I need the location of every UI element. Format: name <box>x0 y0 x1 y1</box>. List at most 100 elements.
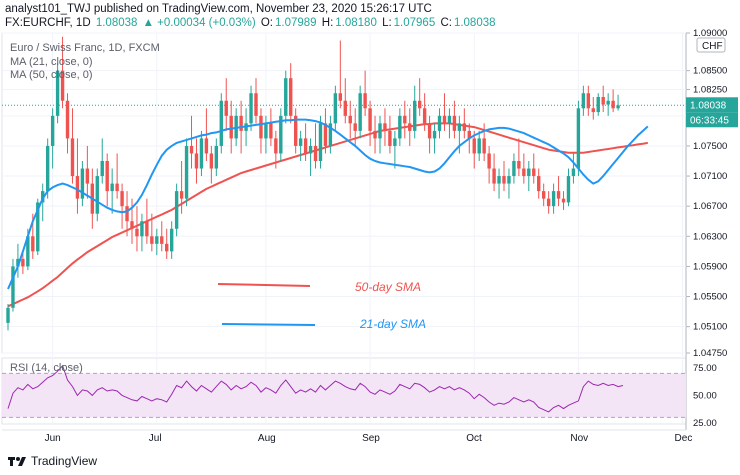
candle-body[interactable] <box>442 115 447 124</box>
candle-body[interactable] <box>274 138 278 154</box>
candle-body[interactable] <box>368 108 372 131</box>
candle-body[interactable] <box>546 198 551 207</box>
candle-body[interactable] <box>298 138 303 146</box>
candle-body[interactable] <box>16 258 20 267</box>
candle-body[interactable] <box>313 145 318 161</box>
candle-body[interactable] <box>432 130 437 139</box>
candle-body[interactable] <box>343 100 347 116</box>
candle-body[interactable] <box>363 93 367 109</box>
candle-body[interactable] <box>532 168 536 177</box>
candle-body[interactable] <box>60 70 65 101</box>
candle-body[interactable] <box>571 168 576 177</box>
candle-body[interactable] <box>259 115 263 139</box>
candle-body[interactable] <box>204 138 209 154</box>
candle-body[interactable] <box>174 191 179 229</box>
candle-body[interactable] <box>611 100 615 109</box>
candles[interactable] <box>6 36 620 331</box>
candle-body[interactable] <box>55 70 60 116</box>
candle-body[interactable] <box>26 236 30 267</box>
candle-body[interactable] <box>224 100 228 116</box>
candle-body[interactable] <box>130 221 134 229</box>
candle-body[interactable] <box>254 93 258 116</box>
candle-body[interactable] <box>522 168 526 177</box>
candle-body[interactable] <box>477 138 481 154</box>
candle-body[interactable] <box>596 97 600 113</box>
rsi-panel[interactable]: 75.00 50.00 25.00 <box>2 363 717 429</box>
candle-body[interactable] <box>269 123 273 139</box>
candle-body[interactable] <box>507 176 511 184</box>
candle-body[interactable] <box>6 307 10 323</box>
candle-body[interactable] <box>537 176 541 192</box>
candle-body[interactable] <box>551 191 556 207</box>
candle-body[interactable] <box>50 115 55 146</box>
candle-body[interactable] <box>403 115 407 124</box>
candle-body[interactable] <box>189 145 194 154</box>
candle-body[interactable] <box>353 123 357 131</box>
candle-body[interactable] <box>601 97 605 105</box>
candle-body[interactable] <box>398 115 402 139</box>
candle-body[interactable] <box>160 236 164 244</box>
symbol-label[interactable]: FX:EURCHF, 1D <box>5 17 91 29</box>
candle-body[interactable] <box>378 123 382 139</box>
candle-body[interactable] <box>110 183 114 192</box>
candle-body[interactable] <box>472 138 476 154</box>
candle-body[interactable] <box>408 123 412 131</box>
candle-body[interactable] <box>155 236 159 244</box>
candle-body[interactable] <box>21 258 25 267</box>
candle-body[interactable] <box>373 130 377 139</box>
candle-body[interactable] <box>512 161 516 177</box>
candle-body[interactable] <box>150 236 154 244</box>
candle-body[interactable] <box>105 161 109 192</box>
footer[interactable]: TradingView <box>8 454 97 468</box>
candle-body[interactable] <box>388 130 392 146</box>
candle-body[interactable] <box>115 183 119 192</box>
candle-body[interactable] <box>333 93 338 124</box>
candle-body[interactable] <box>393 138 397 146</box>
candle-body[interactable] <box>581 93 586 109</box>
candle-body[interactable] <box>80 168 85 199</box>
candle-body[interactable] <box>214 145 219 169</box>
candle-body[interactable] <box>591 108 595 113</box>
candle-body[interactable] <box>249 93 253 124</box>
candle-body[interactable] <box>541 191 546 199</box>
candle-body[interactable] <box>184 145 189 199</box>
candle-body[interactable] <box>323 123 328 146</box>
candle-body[interactable] <box>487 153 491 169</box>
candle-body[interactable] <box>348 115 352 124</box>
candle-body[interactable] <box>566 176 571 203</box>
candle-body[interactable] <box>482 138 486 154</box>
candle-body[interactable] <box>616 105 620 109</box>
candle-body[interactable] <box>95 176 99 214</box>
candle-body[interactable] <box>41 191 45 203</box>
candle-body[interactable] <box>467 130 471 139</box>
candle-body[interactable] <box>517 161 521 169</box>
candle-body[interactable] <box>209 153 214 169</box>
candle-body[interactable] <box>11 266 15 308</box>
candle-body[interactable] <box>427 123 432 139</box>
candle-body[interactable] <box>318 123 323 161</box>
candle-body[interactable] <box>36 202 40 252</box>
price-axis[interactable]: 1.090001.085001.082501.079001.075001.071… <box>686 28 727 359</box>
candle-body[interactable] <box>125 206 129 222</box>
candle-body[interactable] <box>492 168 496 184</box>
candle-body[interactable] <box>338 93 343 101</box>
candle-body[interactable] <box>556 191 561 199</box>
date-axis[interactable]: Jun Jul Aug Sep Oct Nov Dec <box>2 429 692 444</box>
candle-body[interactable] <box>289 78 293 116</box>
candle-body[interactable] <box>527 168 531 177</box>
candle-body[interactable] <box>70 138 75 177</box>
candle-body[interactable] <box>279 115 283 154</box>
candle-body[interactable] <box>100 161 104 177</box>
candle-body[interactable] <box>417 100 422 109</box>
candle-body[interactable] <box>447 115 452 124</box>
candle-body[interactable] <box>502 176 506 184</box>
candle-body[interactable] <box>179 191 184 199</box>
candle-body[interactable] <box>169 228 174 252</box>
candle-body[interactable] <box>85 168 90 184</box>
candle-body[interactable] <box>45 145 50 192</box>
candle-body[interactable] <box>194 153 199 169</box>
candle-body[interactable] <box>328 123 333 146</box>
candle-body[interactable] <box>284 78 288 116</box>
candle-body[interactable] <box>293 115 298 146</box>
